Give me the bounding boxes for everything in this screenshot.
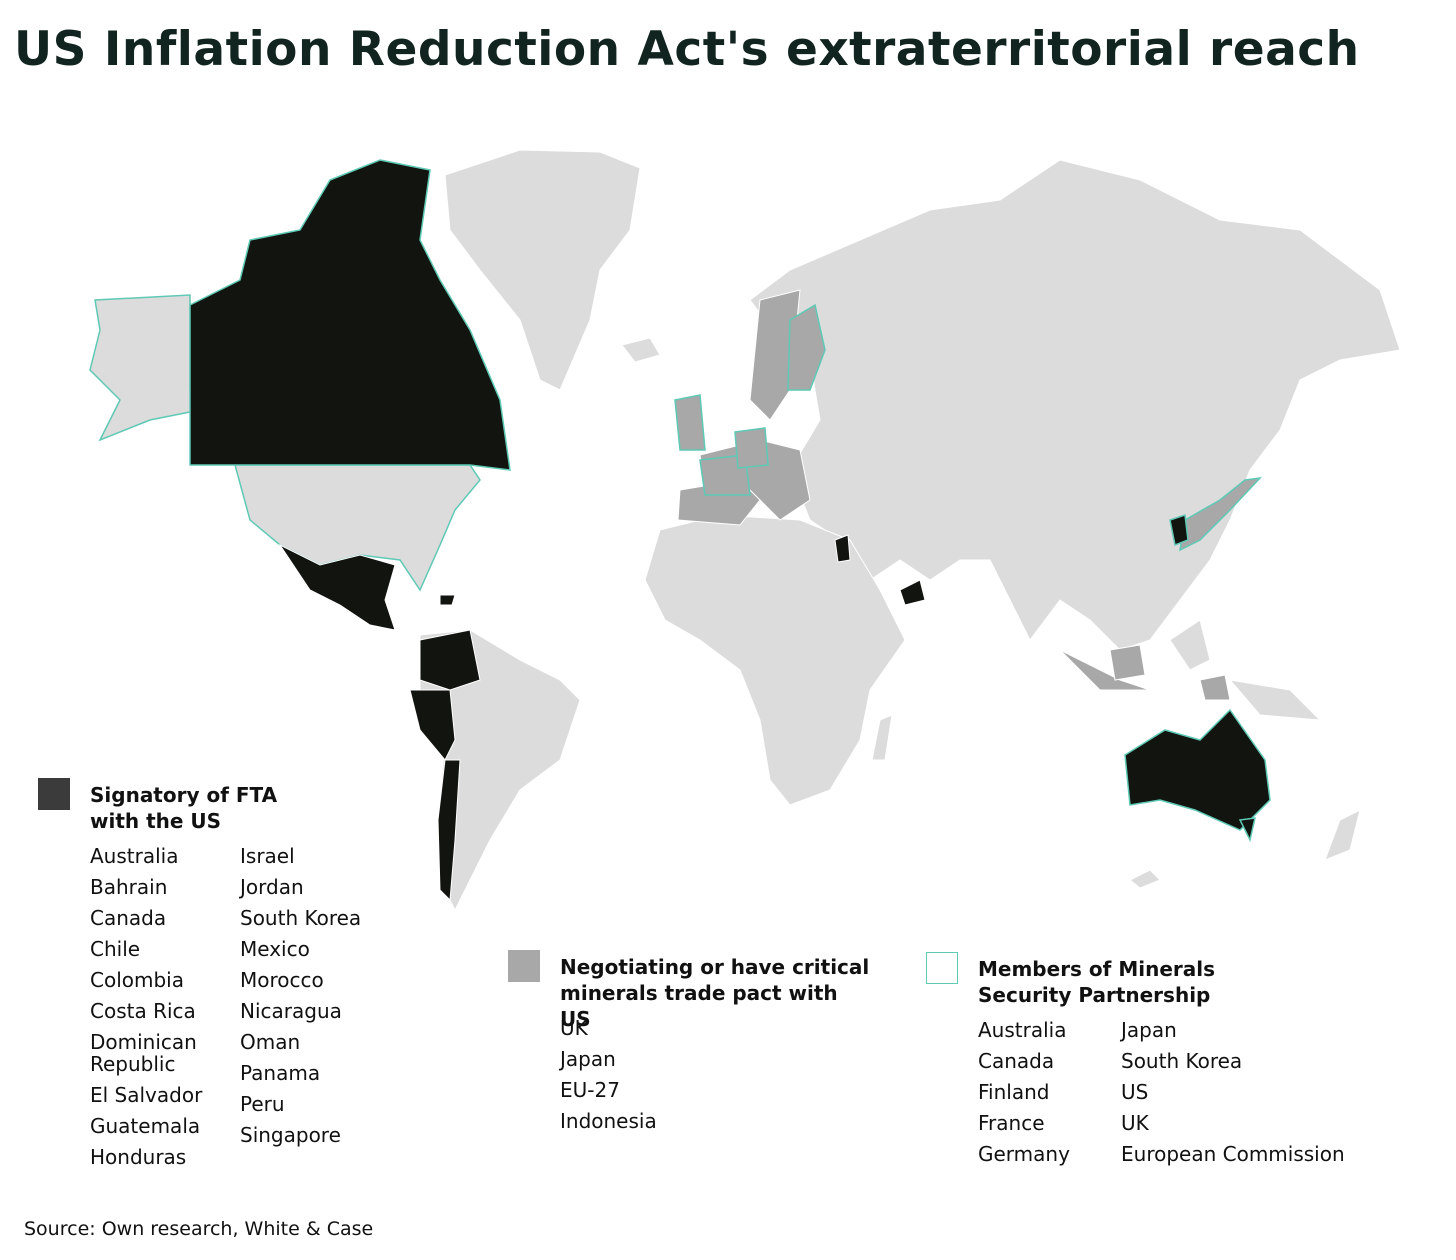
legend-item: Peru [240, 1091, 285, 1116]
legend-item: Costa Rica [90, 998, 196, 1023]
legend-item: Germany [978, 1141, 1070, 1166]
legend-item: Indonesia [560, 1108, 657, 1133]
legend-item: Singapore [240, 1122, 341, 1147]
legend-heading: Signatory of FTA with the US [90, 783, 278, 833]
legend-item: Panama [240, 1060, 321, 1085]
legend-item: Japan [560, 1046, 616, 1071]
legend-item: Morocco [240, 967, 324, 992]
legend-item: Mexico [240, 936, 310, 961]
title: US Inflation Reduction Act's extraterrit… [14, 22, 1360, 77]
legend-item: Honduras [90, 1144, 187, 1169]
legend-item: Finland [978, 1079, 1050, 1104]
legend-item: South Korea [240, 905, 362, 930]
legend-item: UK [560, 1015, 588, 1040]
legend-item: EU-27 [560, 1077, 620, 1102]
legend-item: Colombia [90, 967, 184, 992]
legend-column: Australia Bahrain Canada Chile Colombia Costa… [90, 840, 240, 1172]
legend-heading: Negotiating or have critical minerals tr… [560, 955, 870, 1031]
legend-item: US [1121, 1079, 1149, 1104]
legend-item: Guatemala [90, 1113, 201, 1138]
legend-column: UK Japan EU-27 Indonesia [560, 1012, 760, 1136]
legend-item: El Salvador [90, 1082, 203, 1107]
legend-column: Japan South Korea US UK European Commission [1121, 1014, 1371, 1169]
legend-item: Canada [978, 1048, 1055, 1073]
legend-item: Nicaragua [240, 998, 342, 1023]
legend-item: Oman [240, 1029, 301, 1054]
legend-swatch [38, 778, 70, 810]
legend-item: South Korea [1121, 1048, 1243, 1073]
legend-item: Chile [90, 936, 141, 961]
legend-item: France [978, 1110, 1045, 1135]
legend-item: UK [1121, 1110, 1149, 1135]
legend-item: European Commission [1121, 1141, 1345, 1166]
legend-item: Australia [978, 1017, 1067, 1042]
legend-item: Dominican Republic [90, 1029, 197, 1076]
legend-item: Japan [1121, 1017, 1177, 1042]
legend-swatch [508, 950, 540, 982]
legend-item: Jordan [240, 874, 304, 899]
source: Source: Own research, White & Case [24, 1218, 374, 1240]
legend-swatch [926, 952, 958, 984]
legend-item: Bahrain [90, 874, 168, 899]
legend-column: Australia Canada Finland France Germany [978, 1014, 1121, 1169]
legend-heading: Members of Minerals Security Partnership [978, 957, 1216, 1007]
legend-item: Australia [90, 843, 179, 868]
legend-item: Israel [240, 843, 295, 868]
legend-item: Canada [90, 905, 167, 930]
legend-column: Israel Jordan South Korea Mexico Morocco Nica… [240, 840, 390, 1172]
